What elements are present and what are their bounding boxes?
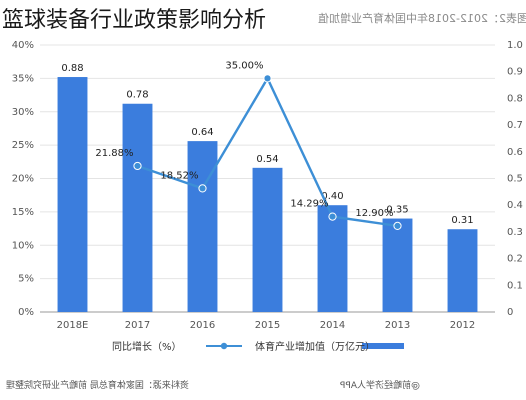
left-axis-tick: 30% [12,107,34,118]
right-axis-tick: 0 [507,307,513,318]
right-axis-tick: 0.9 [507,67,523,78]
bar-value-label: 0.40 [321,191,343,202]
growth-point [263,74,272,83]
bar-value-label: 0.35 [386,205,408,216]
x-axis-tick: 2018E [57,320,89,331]
right-axis-tick: 0.4 [507,200,523,211]
right-axis-tick: 1.0 [507,40,523,51]
legend-swatch-bars [362,343,404,349]
left-axis-tick: 5% [18,274,34,285]
bar [382,218,413,312]
left-axis-tick: 20% [12,174,34,185]
growth-value-label: 18.52% [160,170,198,181]
source-note: 资料来源：国家体育总局 前瞻产业研究院整理 [6,381,189,391]
legend-marker-line [220,342,228,350]
right-axis-tick: 0.3 [507,227,523,238]
left-axis-tick: 0% [18,307,34,318]
x-axis-tick: 2017 [125,320,150,331]
left-axis-tick: 25% [12,140,34,151]
bar-value-label: 0.31 [451,215,473,226]
footer-brand: @前瞻经济学人APP [340,381,421,391]
bar-value-label: 0.54 [256,154,278,165]
right-axis-tick: 0.7 [507,120,523,131]
growth-point [133,161,142,171]
x-axis-tick: 2016 [190,320,215,331]
bar [57,77,88,312]
right-axis-tick: 0.6 [507,147,523,158]
bar [252,167,283,312]
x-axis-tick: 2014 [320,320,345,331]
growth-value-label: 12.90% [355,208,393,219]
growth-point [393,221,402,230]
growth-point [198,184,207,193]
legend-label-bars: 体育产业增加值（万亿元） [255,340,375,353]
left-axis-tick: 10% [12,240,34,251]
right-axis-tick: 0.1 [507,280,523,291]
growth-value-label: 14.29% [290,199,328,210]
right-axis-tick: 0.8 [507,93,523,104]
bar-value-label: 0.64 [191,127,213,138]
bar [187,141,218,312]
left-axis-tick: 40% [12,40,34,51]
x-axis-tick: 2012 [450,320,475,331]
growth-value-label: 21.88% [95,148,133,159]
page-title: 篮球装备行业政策影响分析 [2,8,267,33]
left-axis-tick: 35% [12,73,34,84]
growth-value-label: 35.00% [225,60,263,71]
bar [122,103,153,313]
right-axis-tick: 0.5 [507,174,523,185]
x-axis-tick: 2015 [255,320,280,331]
bar-value-label: 0.78 [126,90,148,101]
growth-point [328,212,337,221]
legend-label-line: 同比增长（%） [112,340,182,353]
bar [447,229,478,312]
left-axis-tick: 15% [12,207,34,218]
bar-value-label: 0.88 [61,63,83,74]
right-axis-tick: 0.2 [507,254,523,265]
x-axis-tick: 2013 [385,320,410,331]
bar [317,205,348,312]
